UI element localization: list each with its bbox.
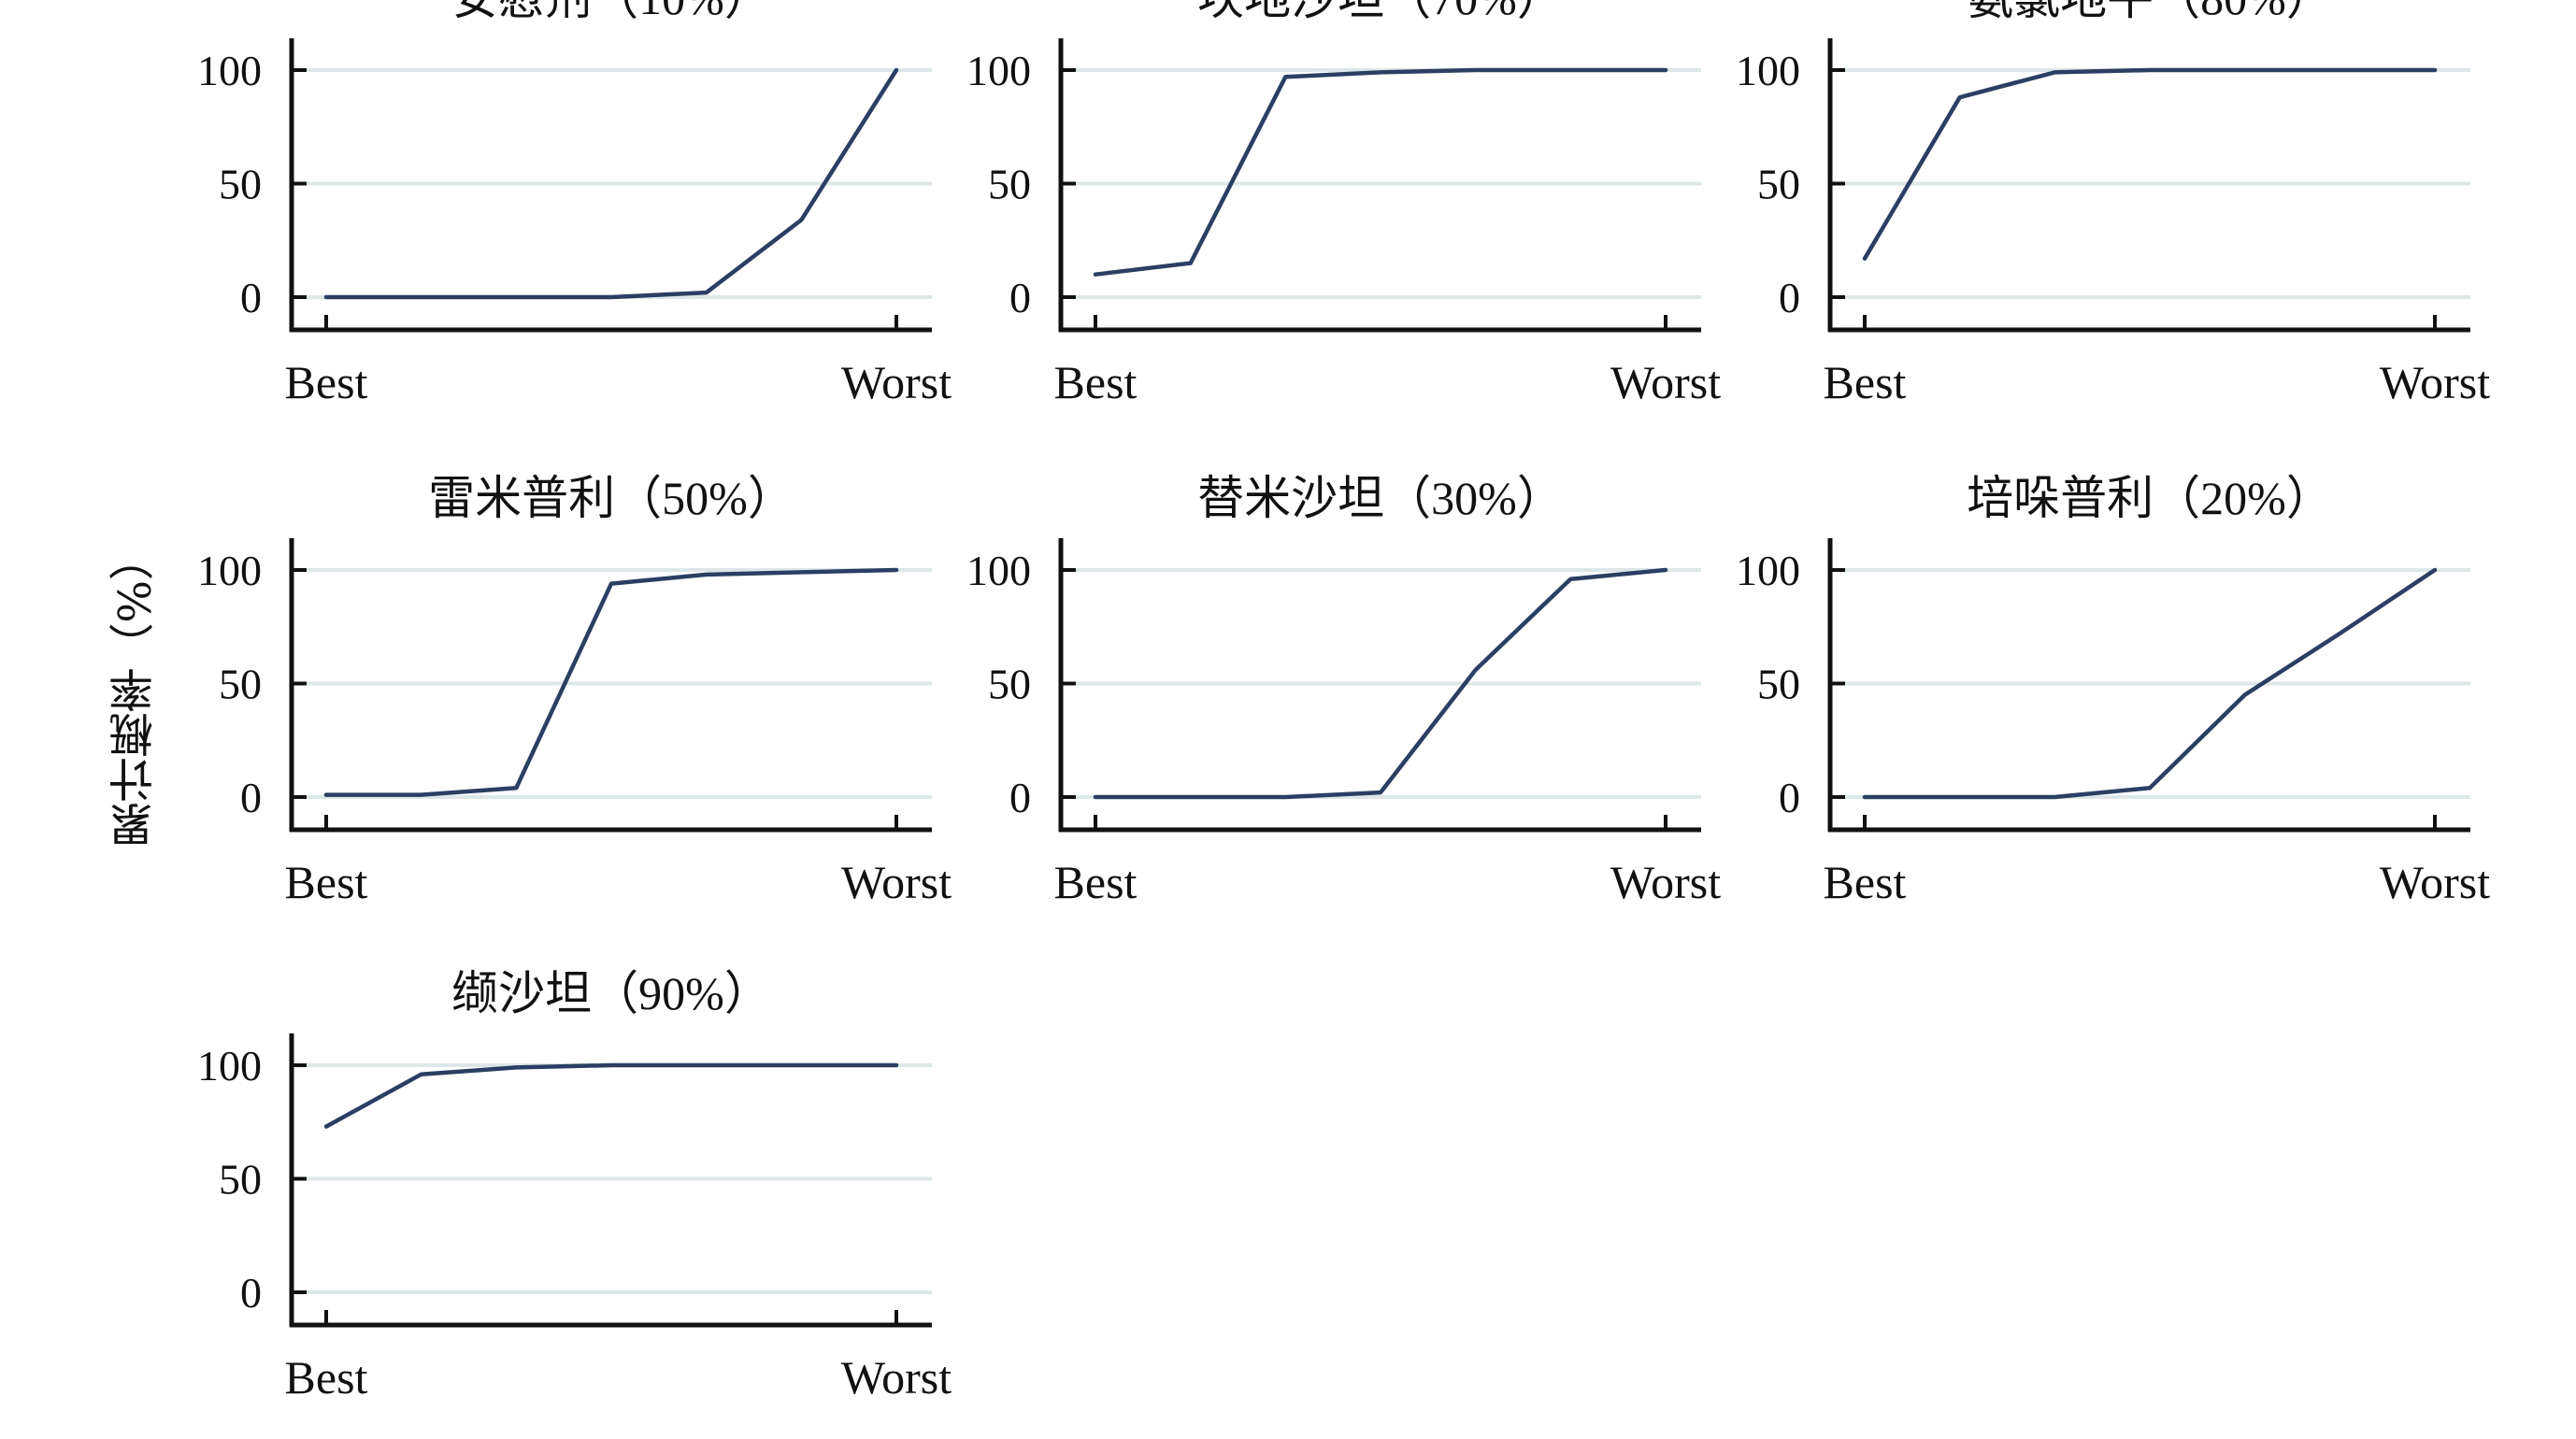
y-axis-title: 累计概率（%）: [109, 535, 162, 848]
x-tick-label: Worst: [1610, 356, 1721, 408]
x-tick-label: Worst: [2380, 356, 2490, 408]
x-tick-label: Best: [1824, 356, 1907, 408]
y-tick-label: 0: [1009, 274, 1031, 321]
y-tick-label: 100: [1736, 47, 1800, 94]
series-line: [1862, 67, 2438, 261]
chart-panel: 0 50 100 Best Worst 氨氯地平（80%）: [1736, 0, 2490, 408]
x-tick-label: Best: [1054, 356, 1138, 408]
series-line: [323, 567, 899, 797]
x-tick-label: Best: [285, 356, 368, 408]
x-tick-label: Worst: [841, 856, 952, 908]
y-tick-label: 100: [966, 547, 1031, 594]
x-tick-label: Worst: [841, 1351, 952, 1403]
chart-title: 氨氯地平（80%）: [1967, 0, 2333, 24]
chart-title: 替米沙坦（30%）: [1197, 472, 1564, 524]
chart-panel: 0 50 100 Best Worst 坎地沙坦（70%）: [966, 0, 1721, 408]
y-tick-label: 0: [240, 774, 262, 821]
chart-panel: 0 50 100 Best Worst 替米沙坦（30%）: [966, 472, 1721, 908]
series-line: [323, 1062, 899, 1129]
chart-panel: 0 50 100 Best Worst 雷米普利（50%）: [197, 472, 952, 908]
x-tick-label: Best: [285, 1351, 368, 1403]
x-tick-label: Worst: [2380, 856, 2490, 908]
chart-title: 坎地沙坦（70%）: [1197, 0, 1564, 24]
y-tick-label: 100: [197, 47, 262, 94]
x-tick-label: Worst: [841, 356, 952, 408]
y-tick-label: 50: [1757, 161, 1800, 208]
y-tick-label: 0: [240, 1269, 262, 1317]
y-tick-label: 50: [988, 161, 1031, 208]
x-tick-label: Best: [1054, 856, 1138, 908]
y-tick-label: 50: [219, 1156, 262, 1204]
chart-title: 雷米普利（50%）: [428, 472, 794, 524]
chart-title: 缬沙坦（90%）: [451, 967, 771, 1019]
y-tick-label: 50: [219, 161, 262, 208]
y-tick-label: 100: [966, 47, 1031, 94]
x-tick-label: Best: [1824, 856, 1907, 908]
y-tick-label: 0: [1779, 774, 1800, 821]
y-tick-label: 50: [219, 661, 262, 708]
series-line: [1093, 67, 1668, 277]
chart-panel: 0 50 100 Best Worst 培哚普利（20%）: [1736, 472, 2490, 908]
y-tick-label: 50: [1757, 661, 1800, 708]
y-tick-label: 0: [1009, 774, 1031, 821]
chart-title: 安慰剂（10%）: [451, 0, 771, 24]
series-line: [1093, 567, 1668, 800]
y-tick-label: 100: [197, 1042, 262, 1090]
series-line: [323, 67, 899, 300]
series-line: [1862, 567, 2438, 800]
x-tick-label: Best: [285, 856, 368, 908]
chart-panel: 0 50 100 Best Worst 安慰剂（10%）: [197, 0, 952, 408]
y-axis-title-wrap: 累计概率（%）: [89, 523, 182, 860]
y-tick-label: 100: [1736, 547, 1800, 594]
chart-panel: 0 50 100 Best Worst 缬沙坦（90%）: [197, 967, 952, 1403]
x-tick-label: Worst: [1610, 856, 1721, 908]
y-tick-label: 0: [1779, 274, 1800, 321]
chart-title: 培哚普利（20%）: [1967, 472, 2333, 524]
y-tick-label: 100: [197, 547, 262, 594]
y-tick-label: 0: [240, 274, 262, 321]
y-tick-label: 50: [988, 661, 1031, 708]
